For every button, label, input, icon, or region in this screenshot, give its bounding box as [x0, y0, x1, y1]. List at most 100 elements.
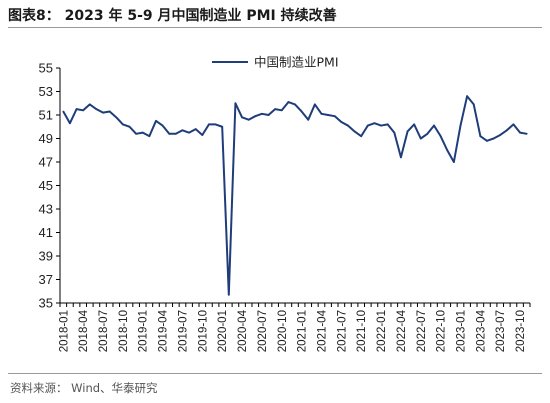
x-tick-label: 2019-07	[177, 310, 189, 352]
data-point	[155, 119, 157, 122]
x-tick-label: 2020-07	[257, 310, 269, 352]
data-point	[221, 125, 224, 128]
y-tick-label: 47	[39, 155, 53, 170]
y-tick-label: 41	[39, 225, 53, 240]
data-point	[446, 149, 449, 152]
y-tick-label: 35	[39, 296, 53, 311]
data-point	[254, 115, 257, 118]
data-point	[267, 114, 270, 116]
y-tick-label: 51	[39, 108, 53, 123]
x-tick-label: 2023-07	[495, 310, 507, 352]
data-point	[499, 134, 502, 136]
data-point	[168, 132, 171, 135]
data-point	[486, 139, 488, 142]
data-point	[234, 102, 237, 105]
data-point	[161, 124, 164, 127]
data-point	[327, 114, 329, 116]
data-point	[360, 135, 363, 138]
data-point	[95, 108, 98, 111]
x-tick-label: 2018-01	[58, 310, 70, 352]
data-point	[479, 135, 482, 138]
data-point	[393, 131, 396, 134]
data-point	[201, 134, 204, 136]
data-point	[261, 112, 263, 115]
data-point	[313, 103, 316, 106]
series-layer	[62, 95, 528, 296]
data-point	[280, 109, 283, 112]
data-point	[247, 118, 250, 121]
x-tick-label: 2023-10	[515, 310, 527, 352]
x-tick-label: 2022-04	[396, 309, 408, 352]
data-point	[472, 103, 475, 106]
data-point	[320, 112, 323, 115]
data-point	[519, 131, 521, 134]
y-tick-label: 49	[39, 131, 53, 146]
y-tick-label: 43	[39, 202, 53, 217]
data-point	[525, 132, 528, 135]
data-point	[433, 124, 435, 127]
source-note: 资料来源： Wind、华泰研究	[10, 381, 158, 395]
x-tick-label: 2019-10	[197, 310, 209, 352]
data-point	[82, 109, 85, 112]
y-tick-label: 53	[39, 84, 53, 99]
data-point	[353, 130, 356, 133]
data-point	[426, 132, 429, 135]
data-point	[512, 123, 515, 126]
data-point	[413, 123, 416, 126]
x-tick-label: 2018-04	[78, 309, 90, 352]
series-line-0	[62, 95, 527, 296]
data-point	[181, 129, 184, 132]
y-tick-label: 55	[39, 61, 53, 76]
data-point	[287, 101, 290, 103]
y-tick-label: 37	[39, 272, 53, 287]
x-tick-label: 2018-07	[98, 310, 110, 352]
data-point	[492, 137, 495, 140]
x-tick-label: 2021-07	[336, 310, 348, 352]
x-tick-label: 2020-01	[217, 310, 229, 352]
data-point	[188, 131, 190, 134]
x-tick-label: 2020-10	[277, 310, 289, 352]
x-tick-label: 2020-04	[237, 309, 249, 352]
data-point	[400, 156, 402, 159]
data-point	[88, 103, 91, 106]
y-tick-label: 39	[39, 249, 53, 264]
data-point	[347, 124, 349, 127]
data-point	[108, 110, 111, 113]
data-point	[241, 116, 243, 119]
x-tick-label: 2021-04	[316, 309, 328, 352]
data-point	[121, 123, 124, 126]
x-tick-label: 2019-04	[158, 309, 170, 352]
data-point	[69, 122, 71, 125]
data-point	[466, 95, 469, 98]
data-point	[75, 108, 78, 111]
data-point	[135, 132, 138, 135]
data-point	[452, 161, 455, 163]
title-divider	[8, 27, 542, 28]
x-tick-label: 2023-04	[475, 309, 487, 352]
x-tick-label: 2021-10	[356, 310, 368, 352]
data-point	[274, 108, 277, 111]
x-tick-label: 2022-01	[376, 310, 388, 352]
data-point	[406, 130, 409, 133]
x-tick-label: 2019-01	[138, 310, 150, 352]
legend-label: 中国制造业PMI	[254, 55, 339, 70]
data-point	[366, 124, 369, 127]
data-point	[386, 123, 389, 126]
x-tick-label: 2022-10	[436, 310, 448, 352]
x-tick-label: 2018-10	[118, 310, 130, 352]
data-point	[62, 110, 65, 113]
data-point	[505, 129, 508, 132]
x-tick-label: 2022-07	[416, 310, 428, 352]
data-point	[333, 115, 336, 118]
legend: 中国制造业PMI	[212, 55, 339, 70]
data-point	[227, 293, 230, 296]
figure-title: 图表8： 2023 年 5-9 月中国制造业 PMI 持续改善	[8, 8, 337, 24]
data-point	[174, 132, 177, 135]
x-tick-label: 2023-01	[455, 310, 467, 352]
data-point	[300, 110, 303, 113]
data-point	[459, 124, 462, 127]
data-point	[294, 103, 296, 106]
x-tick-label: 2021-01	[297, 310, 309, 352]
data-point	[307, 118, 310, 121]
